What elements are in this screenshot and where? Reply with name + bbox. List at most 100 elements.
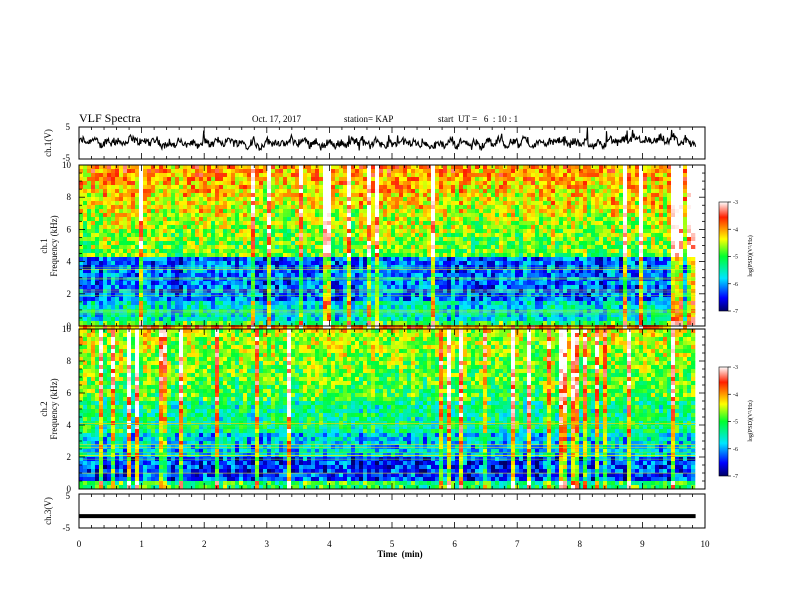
ch1-spec-cell [367, 257, 372, 262]
ch1-spec-cell [183, 289, 188, 294]
ch1-spec-cell [311, 253, 316, 258]
ch1-spec-cell [271, 221, 276, 226]
ch1-spec-cell [343, 269, 348, 274]
ch1-spec-cell [555, 257, 560, 262]
ch1-spec-cell [247, 289, 252, 294]
ch1-spec-cell [507, 269, 512, 274]
ch1-spec-cell [399, 181, 404, 186]
ch1-spec-cell [667, 165, 672, 170]
ch1-spec-cell [255, 181, 260, 186]
ch1-spec-cell [379, 169, 384, 174]
ch1-spec-cell [271, 213, 276, 218]
ch1-spec-cell [395, 213, 400, 218]
ch1-spec-cell [163, 229, 168, 234]
ch1-spec-cell [231, 281, 236, 286]
ch1-spec-cell [651, 241, 656, 246]
ch1-spec-cell [451, 189, 456, 194]
ch1-spec-cell [511, 245, 516, 250]
ch1-spec-cell [99, 269, 104, 274]
ch1-spec-cell [575, 177, 580, 182]
ch1-spec-cell [687, 181, 692, 186]
ch1-spec-cell [307, 181, 312, 186]
ch1-spec-cell [379, 281, 384, 286]
ch1-spec-cell [391, 185, 396, 190]
ch1-spec-cell [563, 281, 568, 286]
ch1-spec-cell [359, 177, 364, 182]
ch1-spec-cell [683, 261, 688, 266]
ch1-spec-cell [671, 181, 676, 186]
ch1-spec-cell [383, 241, 388, 246]
ch1-spec-cell [463, 253, 468, 258]
ch1-spec-cell [195, 165, 200, 170]
ch1-spec-cell [139, 181, 144, 186]
ch1-spec-cell [383, 181, 388, 186]
ch1-spec-cell [143, 169, 148, 174]
ch1-spec-cell [507, 257, 512, 262]
ch1-spec-cell [671, 241, 676, 246]
ch1-spec-cell [547, 169, 552, 174]
ch1-spec-cell [283, 185, 288, 190]
ch1-spec-cell [107, 237, 112, 242]
ch1-spec-cell [287, 241, 292, 246]
ch1-spec-cell [83, 269, 88, 274]
ch1-spec-cell [83, 209, 88, 214]
ch1-spec-cell [183, 241, 188, 246]
ch1-spec-cell [467, 177, 472, 182]
ch1-spec-cell [287, 257, 292, 262]
ch1-spec-cell [551, 169, 556, 174]
ch1-spec-cell [167, 265, 172, 270]
ch1-spec-cell [315, 221, 320, 226]
ch1-spec-cell [339, 217, 344, 222]
ch1-spec-cell [207, 185, 212, 190]
ch1-spec-cell [279, 257, 284, 262]
ch1-spec-cell [339, 285, 344, 290]
ch1-spec-cell [367, 209, 372, 214]
ch1-spec-cell [247, 169, 252, 174]
ch1-spec-cell [671, 285, 676, 290]
ch1-spec-cell [591, 197, 596, 202]
ch1-spec-cell [347, 177, 352, 182]
ch1-spec-cell [343, 197, 348, 202]
ch1-spec-cell [391, 201, 396, 206]
ch1-spec-cell [639, 249, 644, 254]
ch1-spec-cell [679, 189, 684, 194]
ch1-spec-cell [611, 233, 616, 238]
ch1-spec-cell [255, 273, 260, 278]
ch1-spec-cell [211, 205, 216, 210]
ch1-spec-cell [603, 193, 608, 198]
ch1-spec-cell [483, 285, 488, 290]
ch1-spec-cell [227, 245, 232, 250]
ch1-spec-cell [331, 205, 336, 210]
ch1-spec-cell [451, 177, 456, 182]
ch1-spec-cell [383, 205, 388, 210]
ch1-spec-cell [451, 273, 456, 278]
ch1-spec-cell [495, 245, 500, 250]
ch1-spec-cell [635, 177, 640, 182]
ch1-spec-cell [459, 241, 464, 246]
ch1-spec-cell [147, 245, 152, 250]
ch1-spec-cell [447, 177, 452, 182]
ch1-spec-cell [511, 173, 516, 178]
ch1-spec-cell [543, 273, 548, 278]
ch1-spec-cell [483, 261, 488, 266]
ch1-spec-cell [423, 257, 428, 262]
ch1-spec-cell [675, 169, 680, 174]
ch1-spec-cell [79, 261, 84, 266]
ch1-spec-cell [347, 269, 352, 274]
ch1-spec-cell [231, 193, 236, 198]
ch1-spec-cell [135, 257, 140, 262]
ch1-spec-cell [343, 257, 348, 262]
ch1-spec-cell [595, 229, 600, 234]
ch1-spec-cell [243, 193, 248, 198]
ch1-spec-cell [639, 193, 644, 198]
ch1-spec-cell [447, 269, 452, 274]
ch1-spec-cell [459, 285, 464, 290]
ch1-spec-cell [635, 269, 640, 274]
ch1-spec-cell [643, 257, 648, 262]
ch1-spec-cell [199, 269, 204, 274]
ch1-spec-cell [179, 289, 184, 294]
ch1-spec-cell [551, 213, 556, 218]
ch1-spec-cell [223, 225, 228, 230]
ch1-spec-cell [515, 169, 520, 174]
ch1-spec-cell [315, 269, 320, 274]
